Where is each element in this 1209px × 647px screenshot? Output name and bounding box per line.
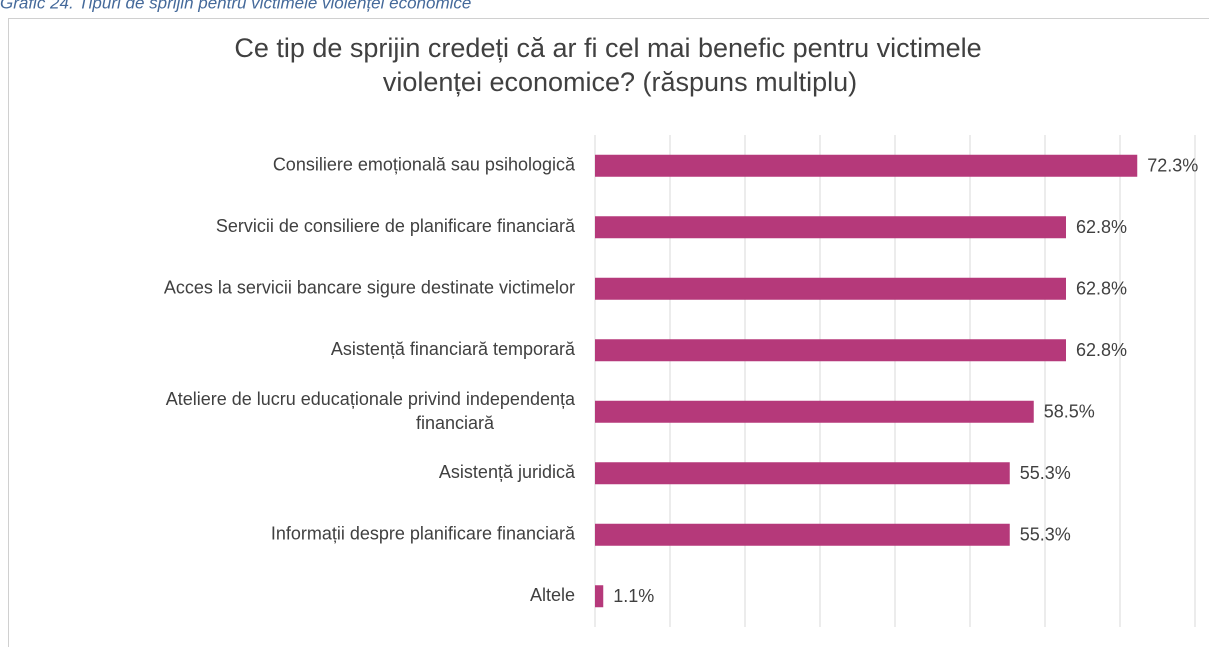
y-tick-label: Acces la servicii bancare sigure destina… <box>164 278 575 298</box>
chart-border <box>8 18 1209 647</box>
bar <box>595 216 1066 239</box>
value-label: 72.3% <box>1147 156 1198 176</box>
value-label: 62.8% <box>1076 217 1127 237</box>
value-label: 55.3% <box>1020 525 1071 545</box>
y-tick-label: Altele <box>530 585 575 605</box>
value-label: 55.3% <box>1020 463 1071 483</box>
y-tick-label: Servicii de consiliere de planificare fi… <box>216 216 576 236</box>
chart-title: violenței economice? (răspuns multiplu) <box>383 67 857 97</box>
y-tick-label: Asistență financiară temporară <box>331 339 576 359</box>
bar <box>595 523 1010 546</box>
y-tick-label: Asistență juridică <box>439 462 576 482</box>
chart-title: Ce tip de sprijin credeți că ar fi cel m… <box>234 33 981 63</box>
value-label: 1.1% <box>613 586 654 606</box>
y-tick-label: Ateliere de lucru educaționale privind i… <box>166 389 576 433</box>
bar <box>595 154 1138 177</box>
value-label: 58.5% <box>1044 402 1095 422</box>
bar <box>595 339 1066 362</box>
caption: Grafic 24. Tipuri de sprijin pentru vict… <box>0 0 471 12</box>
y-tick-label: Consiliere emoțională sau psihologică <box>273 155 576 175</box>
bar <box>595 277 1066 300</box>
value-label: 62.8% <box>1076 340 1127 360</box>
bar <box>595 585 604 608</box>
value-label: 62.8% <box>1076 279 1127 299</box>
y-tick-label: Informații despre planificare financiară <box>271 524 576 544</box>
bar <box>595 462 1010 485</box>
bar <box>595 400 1034 423</box>
